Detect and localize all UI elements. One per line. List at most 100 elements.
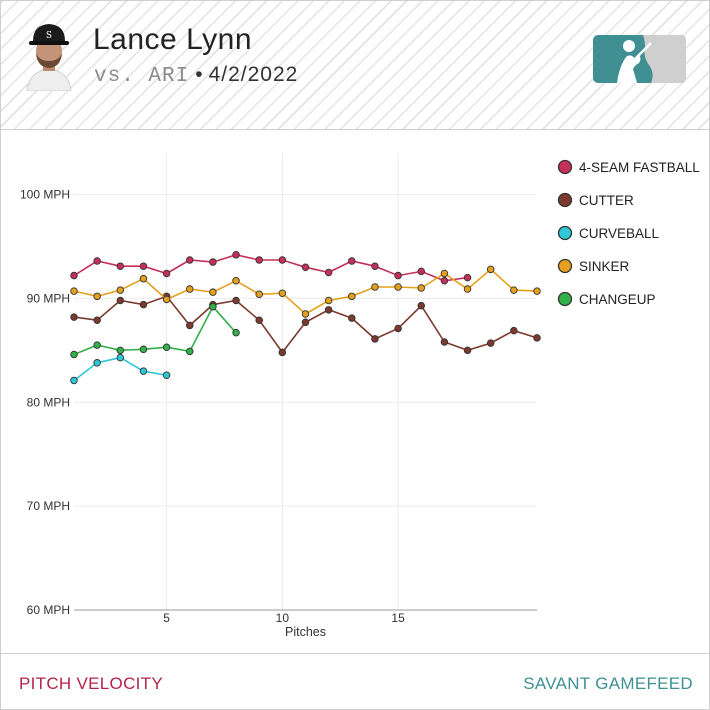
pitch-point[interactable] (185, 285, 194, 293)
pitch-point[interactable] (255, 256, 263, 264)
pitch-point[interactable] (70, 376, 78, 385)
pitch-point[interactable] (417, 284, 426, 292)
legend-swatch (557, 225, 573, 241)
pitch-point[interactable] (371, 335, 379, 343)
pitch-point[interactable] (394, 324, 402, 333)
pitch-point[interactable] (209, 258, 217, 266)
footer-bar: PITCH VELOCITY SAVANT GAMEFEED (1, 653, 709, 709)
pitch-point[interactable] (533, 287, 541, 295)
pitch-point[interactable] (162, 269, 171, 278)
pitch-point[interactable] (232, 251, 240, 259)
pitch-point[interactable] (116, 262, 125, 270)
pitch-point[interactable] (324, 268, 333, 277)
series-sinker (70, 265, 541, 318)
pitch-point[interactable] (93, 257, 101, 265)
player-headshot: S (26, 24, 72, 91)
pitch-point[interactable] (116, 346, 125, 355)
pitch-point[interactable] (116, 296, 125, 305)
legend-item[interactable]: CUTTER (557, 192, 634, 208)
pitch-point[interactable] (463, 285, 472, 293)
pitch-point[interactable] (162, 343, 171, 351)
pitch-point[interactable] (209, 288, 217, 296)
pitch-point[interactable] (278, 348, 287, 357)
pitch-point[interactable] (394, 283, 402, 291)
pitch-point[interactable] (162, 295, 171, 304)
pitch-point[interactable] (278, 256, 287, 264)
pitch-point[interactable] (232, 328, 240, 337)
pitch-point[interactable] (440, 277, 449, 285)
pitch-point[interactable] (348, 257, 356, 265)
pitch-point[interactable] (348, 314, 356, 322)
pitch-point[interactable] (440, 338, 449, 346)
x-tick-label: 5 (163, 611, 170, 625)
pitch-point[interactable] (116, 353, 125, 362)
legend-item[interactable]: CHANGEUP (557, 291, 656, 307)
pitch-point[interactable] (255, 316, 263, 324)
pitch-point[interactable] (139, 262, 148, 270)
footer-gamefeed-link[interactable]: SAVANT GAMEFEED (523, 674, 693, 693)
pitch-point[interactable] (278, 289, 287, 297)
series-changeup (70, 302, 240, 359)
pitch-point[interactable] (371, 283, 379, 291)
pitch-point[interactable] (463, 346, 472, 355)
pitch-point[interactable] (417, 267, 426, 276)
series-line (73, 253, 468, 282)
pitch-point[interactable] (463, 273, 472, 282)
player-name: Lance Lynn (93, 23, 253, 56)
pitch-point[interactable] (70, 350, 78, 359)
pitch-point[interactable] (324, 296, 333, 305)
pitch-point[interactable] (371, 262, 379, 270)
pitch-point[interactable] (139, 300, 148, 309)
pitch-point[interactable] (209, 302, 217, 311)
pitch-point[interactable] (440, 269, 449, 278)
pitch-point[interactable] (185, 321, 194, 330)
pitch-point[interactable] (510, 286, 518, 294)
pitch-point[interactable] (301, 310, 310, 318)
pitch-point[interactable] (70, 287, 78, 295)
pitch-point[interactable] (93, 359, 101, 367)
pitch-point[interactable] (348, 292, 356, 301)
pitch-point[interactable] (255, 290, 263, 299)
series-line (73, 305, 237, 356)
pitch-point[interactable] (486, 339, 495, 347)
series-4-seam-fastball (70, 251, 472, 285)
x-tick-label: 10 (276, 611, 290, 625)
legend-swatch (557, 192, 573, 208)
legend-label: 4-SEAM FASTBALL (579, 160, 700, 175)
legend-item[interactable]: 4-SEAM FASTBALL (557, 159, 701, 175)
legend-item[interactable]: CURVEBALL (557, 225, 660, 241)
legend-item[interactable]: SINKER (557, 258, 630, 274)
legend-label: SINKER (579, 259, 630, 274)
pitch-point[interactable] (301, 318, 310, 327)
pitch-point[interactable] (394, 271, 402, 280)
pitch-point[interactable] (486, 265, 495, 274)
pitch-point[interactable] (301, 263, 310, 271)
separator-dot: • (195, 63, 203, 86)
game-header: S Lance Lynn vs. ARI • 4/2/2022 (1, 1, 709, 130)
pitch-point[interactable] (70, 271, 78, 280)
y-tick-label: 80 MPH (27, 395, 70, 409)
pitch-point[interactable] (139, 345, 148, 354)
pitch-point[interactable] (232, 277, 240, 285)
pitch-point[interactable] (139, 274, 148, 283)
legend-label: CUTTER (579, 193, 634, 208)
pitch-point[interactable] (232, 296, 240, 305)
pitch-point[interactable] (324, 306, 333, 314)
legend-swatch (557, 159, 573, 175)
legend-swatch (557, 258, 573, 274)
pitch-point[interactable] (533, 334, 541, 342)
pitch-point[interactable] (93, 341, 101, 349)
pitch-point[interactable] (93, 292, 101, 301)
pitch-point[interactable] (70, 313, 78, 321)
opponent-label: vs. ARI (94, 65, 190, 88)
pitch-point[interactable] (185, 256, 194, 264)
pitch-point[interactable] (510, 326, 518, 335)
pitch-point[interactable] (93, 316, 101, 324)
pitch-point[interactable] (417, 301, 426, 310)
pitch-point[interactable] (116, 286, 125, 294)
y-tick-label: 70 MPH (27, 499, 70, 513)
pitch-point[interactable] (139, 367, 148, 375)
pitch-point[interactable] (162, 371, 171, 380)
pitch-point[interactable] (185, 347, 194, 356)
